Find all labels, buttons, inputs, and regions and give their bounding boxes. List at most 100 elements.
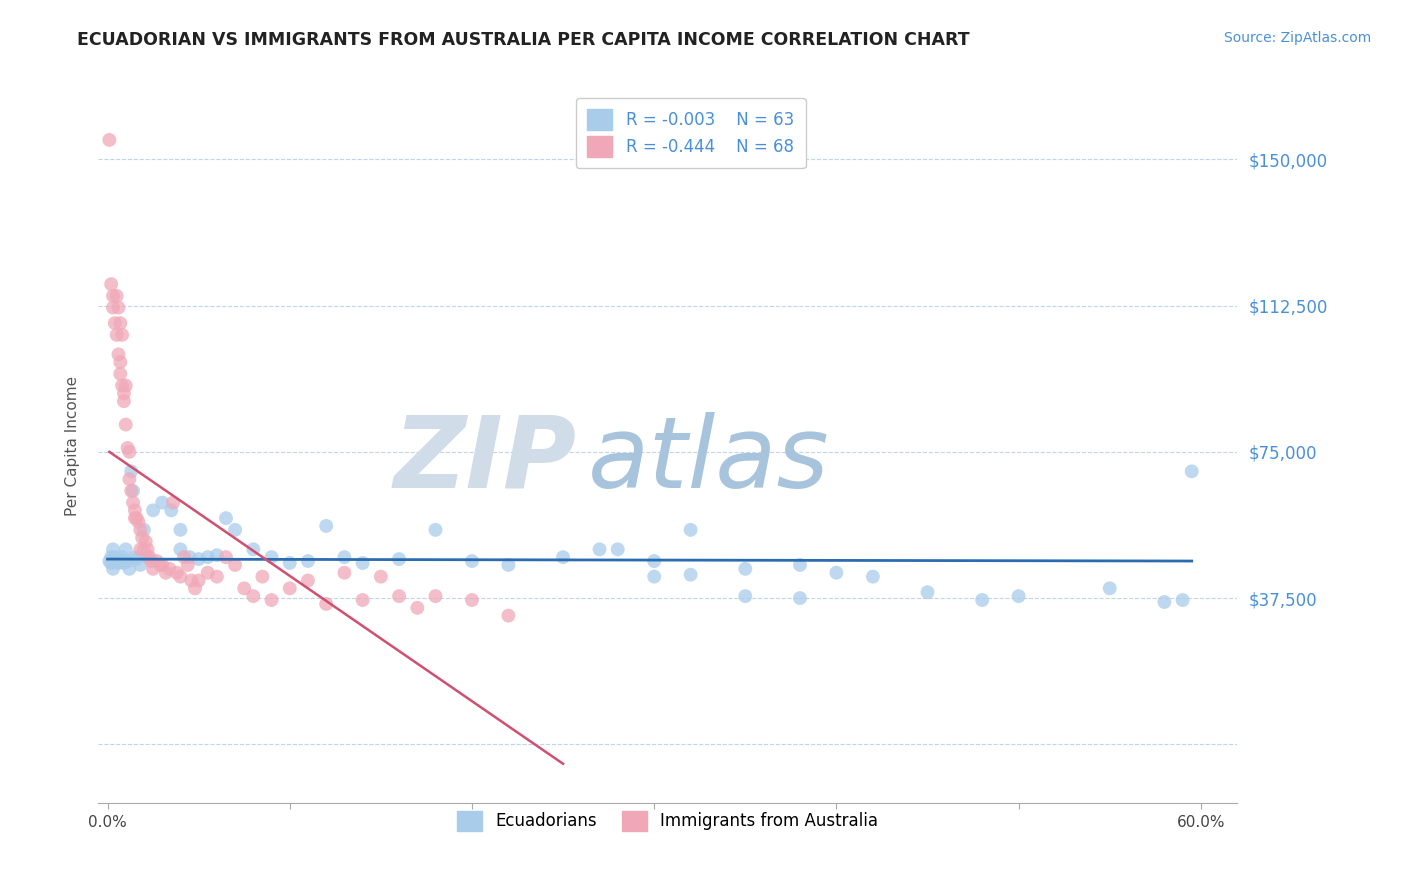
Point	[142, 562, 165, 576]
Point	[825, 566, 848, 580]
Point	[107, 556, 129, 570]
Point	[169, 523, 191, 537]
Point	[498, 558, 520, 572]
Legend: Ecuadorians, Immigrants from Australia: Ecuadorians, Immigrants from Australia	[444, 797, 891, 845]
Point	[551, 550, 574, 565]
Point	[117, 554, 139, 568]
Point	[129, 542, 152, 557]
Point	[242, 542, 264, 557]
Point	[112, 386, 135, 401]
Point	[136, 542, 159, 557]
Point	[679, 523, 702, 537]
Point	[124, 503, 146, 517]
Point	[125, 511, 148, 525]
Point	[142, 503, 165, 517]
Point	[606, 542, 628, 557]
Point	[425, 523, 447, 537]
Point	[197, 550, 219, 565]
Point	[105, 327, 128, 342]
Point	[187, 552, 209, 566]
Point	[679, 567, 702, 582]
Point	[734, 589, 756, 603]
Point	[159, 562, 181, 576]
Point	[135, 534, 157, 549]
Point	[114, 542, 136, 557]
Point	[179, 550, 201, 565]
Point	[297, 554, 319, 568]
Point	[98, 554, 121, 568]
Point	[278, 582, 301, 596]
Point	[101, 542, 124, 557]
Point	[461, 554, 484, 568]
Point	[110, 554, 132, 568]
Point	[1181, 464, 1204, 478]
Point	[150, 558, 173, 572]
Point	[169, 569, 191, 583]
Point	[160, 503, 183, 517]
Point	[917, 585, 939, 599]
Point	[138, 550, 160, 565]
Point	[260, 550, 283, 565]
Point	[1171, 593, 1194, 607]
Point	[120, 464, 142, 478]
Point	[111, 550, 134, 565]
Point	[101, 301, 124, 315]
Point	[100, 550, 122, 565]
Point	[129, 558, 152, 572]
Point	[122, 495, 145, 509]
Point	[136, 550, 159, 565]
Point	[129, 523, 152, 537]
Point	[388, 589, 411, 603]
Point	[1153, 595, 1175, 609]
Y-axis label: Per Capita Income: Per Capita Income	[65, 376, 80, 516]
Point	[643, 569, 665, 583]
Point	[141, 554, 163, 568]
Point	[177, 558, 200, 572]
Point	[205, 548, 228, 562]
Point	[111, 327, 134, 342]
Point	[972, 593, 994, 607]
Point	[98, 133, 121, 147]
Point	[112, 394, 135, 409]
Point	[333, 550, 356, 565]
Point	[110, 355, 132, 369]
Point	[224, 523, 246, 537]
Point	[117, 441, 139, 455]
Point	[734, 562, 756, 576]
Point	[252, 569, 274, 583]
Point	[105, 552, 128, 566]
Text: Source: ZipAtlas.com: Source: ZipAtlas.com	[1223, 31, 1371, 45]
Point	[100, 277, 122, 292]
Point	[110, 316, 132, 330]
Point	[101, 289, 124, 303]
Point	[169, 542, 191, 557]
Point	[145, 554, 167, 568]
Point	[260, 593, 283, 607]
Point	[242, 589, 264, 603]
Point	[388, 552, 411, 566]
Point	[425, 589, 447, 603]
Point	[862, 569, 884, 583]
Point	[352, 556, 374, 570]
Point	[233, 582, 256, 596]
Point	[224, 558, 246, 572]
Point	[789, 558, 811, 572]
Point	[114, 417, 136, 432]
Point	[333, 566, 356, 580]
Point	[297, 574, 319, 588]
Point	[112, 556, 135, 570]
Point	[205, 569, 228, 583]
Point	[118, 472, 141, 486]
Point	[184, 582, 207, 596]
Point	[215, 511, 238, 525]
Point	[107, 301, 129, 315]
Point	[370, 569, 392, 583]
Point	[315, 519, 337, 533]
Point	[150, 495, 173, 509]
Point	[1098, 582, 1121, 596]
Text: ECUADORIAN VS IMMIGRANTS FROM AUSTRALIA PER CAPITA INCOME CORRELATION CHART: ECUADORIAN VS IMMIGRANTS FROM AUSTRALIA …	[77, 31, 970, 49]
Point	[125, 552, 148, 566]
Point	[166, 566, 188, 580]
Point	[315, 597, 337, 611]
Point	[406, 600, 429, 615]
